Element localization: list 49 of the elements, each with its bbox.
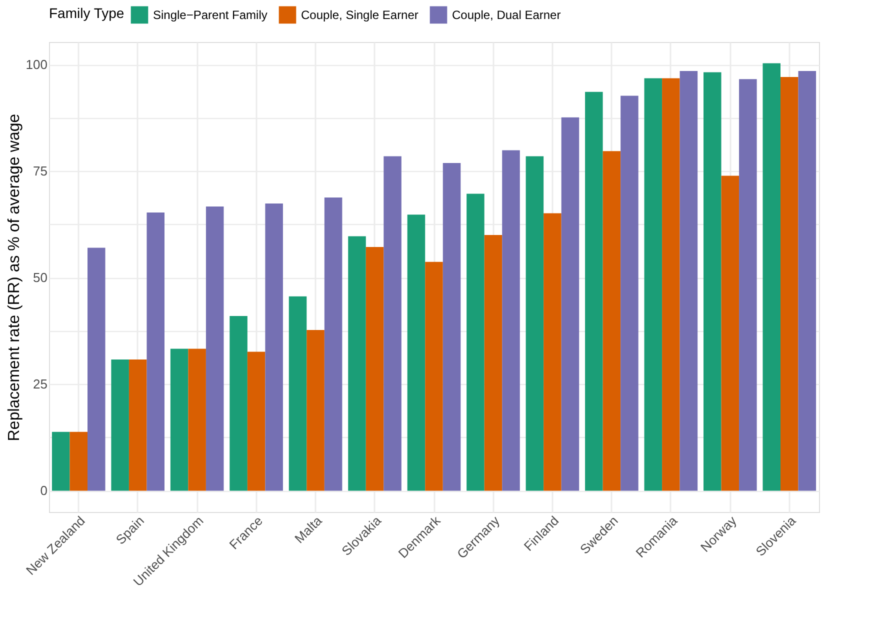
- bar: [544, 213, 562, 491]
- bar: [288, 296, 307, 491]
- legend-label: Couple, Dual Earner: [452, 8, 561, 22]
- bar: [502, 150, 520, 491]
- legend-label: Single−Parent Family: [153, 8, 268, 22]
- bar: [170, 348, 188, 491]
- bar: [384, 156, 402, 491]
- bar: [739, 79, 757, 491]
- legend-title: Family Type: [49, 5, 124, 21]
- bar: [128, 359, 147, 491]
- legend-label: Couple, Single Earner: [301, 8, 418, 22]
- bar: [206, 206, 224, 491]
- y-tick-label: 0: [40, 483, 48, 498]
- bar: [561, 117, 580, 491]
- y-tick-label: 25: [33, 376, 48, 392]
- bar: [306, 330, 324, 491]
- bar: [111, 359, 129, 491]
- bar: [407, 214, 426, 491]
- bar: [230, 316, 248, 491]
- bar: [526, 156, 544, 491]
- bar: [188, 348, 206, 491]
- y-axis-title: Replacement rate (RR) as % of average wage: [6, 114, 23, 442]
- bar: [798, 70, 816, 491]
- y-tick-label: 100: [26, 57, 48, 72]
- bar: [721, 176, 740, 491]
- bar: [680, 70, 698, 491]
- bar: [70, 432, 88, 491]
- bar: [52, 432, 70, 491]
- bar: [620, 96, 638, 491]
- bar: [644, 78, 662, 491]
- bar: [366, 246, 384, 491]
- bar: [425, 262, 443, 491]
- bar: [88, 248, 106, 491]
- bar: [762, 63, 780, 491]
- bar: [466, 194, 484, 491]
- bar: [265, 203, 283, 491]
- bar: [324, 198, 342, 491]
- bar: [146, 212, 164, 491]
- bar: [780, 76, 798, 491]
- bar: [602, 151, 621, 491]
- bar: [442, 163, 461, 491]
- bar: [585, 92, 603, 491]
- bar: [704, 72, 722, 491]
- bar: [662, 78, 680, 491]
- bar: [247, 352, 266, 491]
- y-tick-label: 75: [33, 164, 48, 179]
- y-tick-label: 50: [33, 270, 48, 286]
- bar: [484, 235, 502, 491]
- bar: [348, 236, 366, 491]
